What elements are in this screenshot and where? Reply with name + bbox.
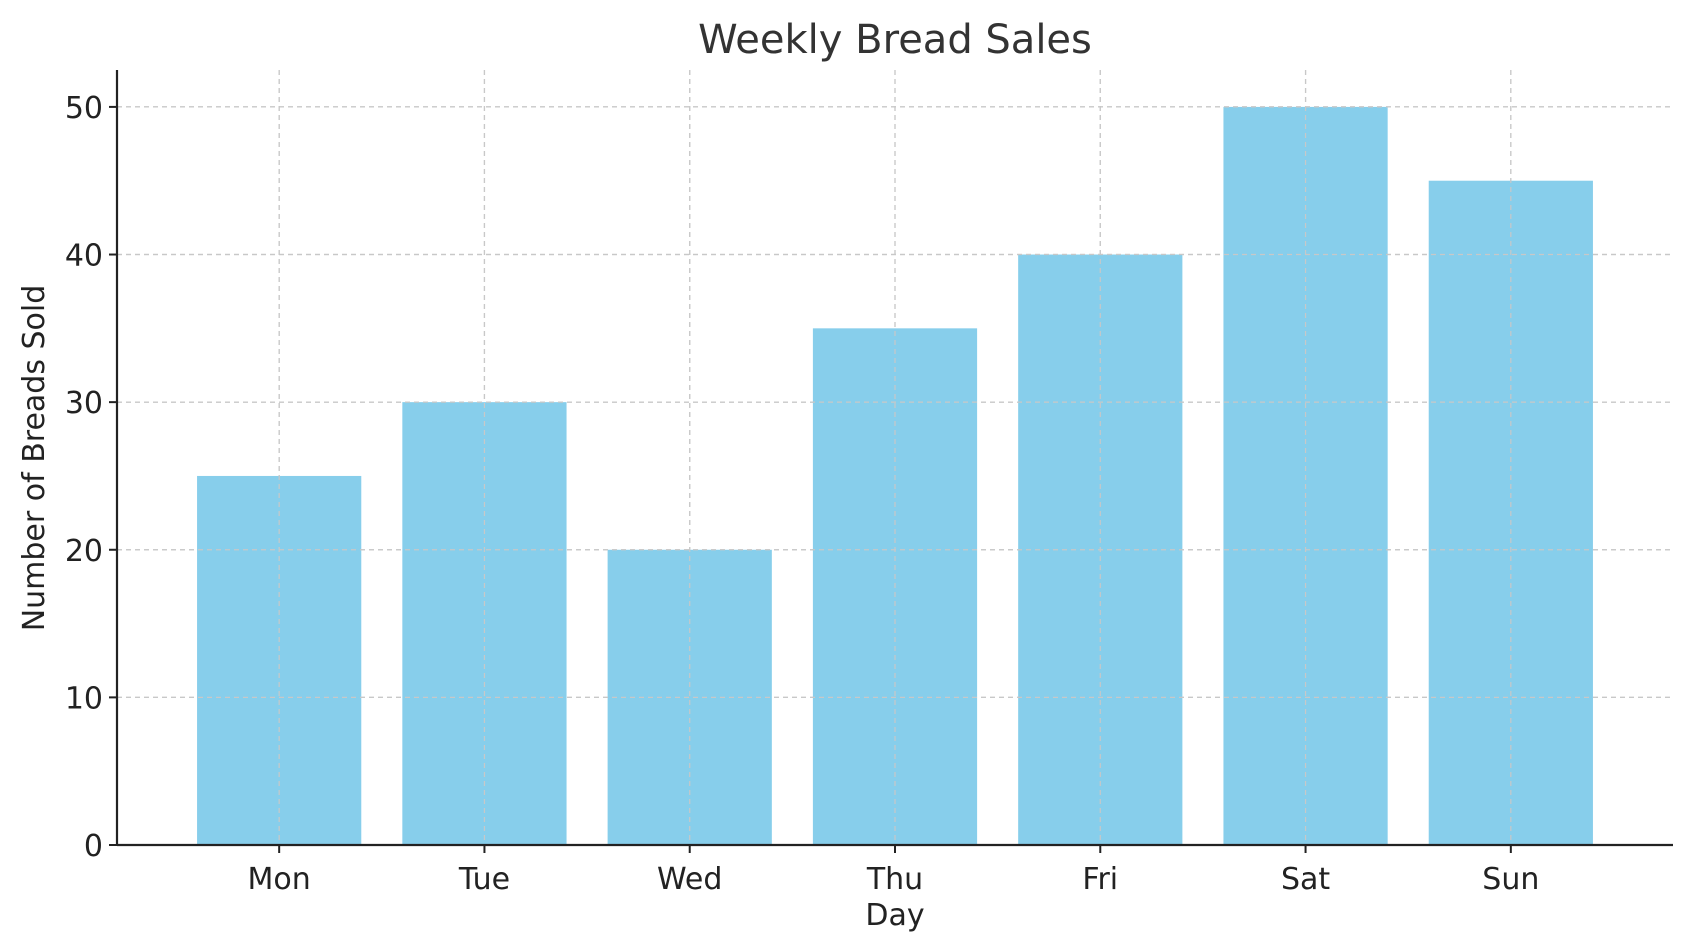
- y-tick-label: 10: [65, 681, 103, 716]
- chart-title: Weekly Bread Sales: [698, 17, 1092, 63]
- x-axis-label: Day: [865, 898, 924, 933]
- x-tick-label: Fri: [1082, 862, 1118, 897]
- x-tick-label: Sun: [1482, 862, 1539, 897]
- x-tick-label: Mon: [248, 862, 311, 897]
- y-tick-label: 40: [65, 239, 103, 274]
- x-tick-label: Thu: [866, 862, 923, 897]
- y-tick-label: 50: [65, 91, 103, 126]
- bars: [117, 70, 1673, 845]
- x-ticks: Mon Tue Wed Thu Fri Sat Sun: [248, 845, 1539, 897]
- y-ticks: 0 10 20 30 40 50: [65, 91, 117, 864]
- y-tick-label: 20: [65, 534, 103, 569]
- y-tick-label: 30: [65, 386, 103, 421]
- y-tick-label: 0: [84, 829, 103, 864]
- x-tick-label: Sat: [1281, 862, 1330, 897]
- x-tick-label: Wed: [657, 862, 722, 897]
- y-axis-label: Number of Breads Sold: [17, 285, 52, 632]
- x-tick-label: Tue: [458, 862, 510, 897]
